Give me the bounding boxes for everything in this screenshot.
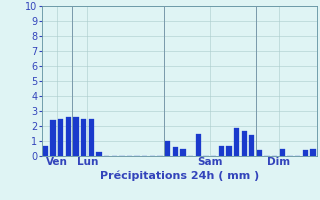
Bar	[249, 135, 254, 156]
Bar	[96, 152, 102, 156]
Bar	[257, 150, 262, 156]
Bar	[280, 148, 285, 156]
Bar	[196, 134, 201, 156]
Bar	[58, 118, 63, 156]
Bar	[165, 141, 171, 156]
Bar	[310, 148, 316, 156]
Bar	[81, 118, 86, 156]
Bar	[180, 148, 186, 156]
Bar	[66, 117, 71, 156]
Bar	[303, 150, 308, 156]
Bar	[242, 130, 247, 156]
Bar	[50, 120, 56, 156]
Bar	[89, 118, 94, 156]
Bar	[73, 117, 79, 156]
Bar	[234, 128, 239, 156]
Bar	[219, 146, 224, 156]
Bar	[173, 147, 178, 156]
X-axis label: Précipitations 24h ( mm ): Précipitations 24h ( mm )	[100, 170, 259, 181]
Bar	[43, 146, 48, 156]
Bar	[226, 146, 232, 156]
